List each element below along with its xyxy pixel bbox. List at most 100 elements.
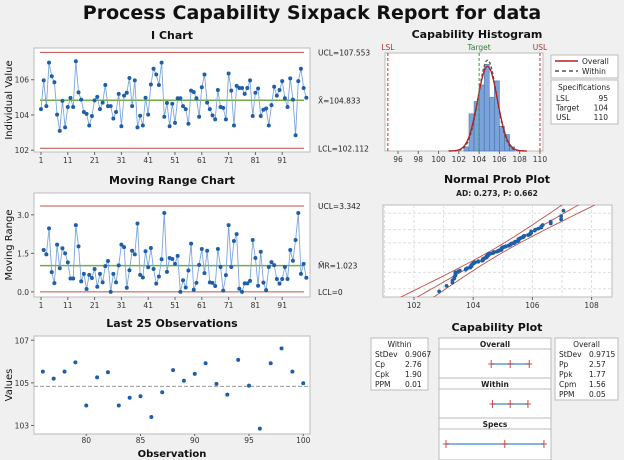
i_chart-point (39, 107, 43, 112)
legend-overall-label: Overall (582, 57, 609, 66)
overall-curve (448, 65, 527, 152)
moving_range-point (285, 277, 290, 282)
moving_range-point (47, 226, 52, 231)
x-tick-label: 104 (466, 301, 481, 310)
last25-plot-area (33, 335, 311, 435)
prob-point (559, 217, 564, 222)
moving_range-point (189, 241, 194, 246)
x-tick-label: 108 (584, 301, 599, 310)
moving_range-point (298, 271, 303, 276)
moving_range-point (304, 275, 309, 280)
last25-point (225, 392, 230, 397)
i_chart-point (183, 107, 188, 112)
i_chart-point (223, 117, 228, 122)
moving_range-point (173, 261, 177, 266)
last25-point (40, 369, 45, 374)
i_chart-point (173, 120, 177, 125)
y-tick-label: 0.0 (17, 288, 29, 297)
i_chart-point (92, 98, 97, 103)
lcl-label: LCL=0 (318, 288, 343, 297)
capability-panel-label: Within (481, 380, 509, 389)
i_chart-point (108, 104, 113, 109)
i_chart-point (164, 100, 169, 105)
moving_range-point (245, 281, 250, 286)
i_chart-point (258, 114, 263, 119)
i_chart-point (71, 105, 76, 110)
ucl-label: UCL=3.342 (318, 202, 361, 211)
moving_range-title: Moving Range Chart (109, 174, 235, 187)
spec-value: 104 (594, 104, 609, 113)
overall-stats-box (554, 337, 619, 401)
moving_range-point (210, 280, 215, 285)
moving_range-point (140, 275, 145, 280)
spec-name: USL (556, 113, 571, 122)
spec-name: Target (555, 104, 579, 113)
moving_range-point (106, 259, 110, 264)
prob-point (503, 244, 508, 249)
capability-panel-plot (438, 348, 552, 379)
i_chart-point (205, 100, 210, 105)
x-tick-label: 106 (525, 301, 540, 310)
i_chart-point (76, 90, 81, 95)
i_chart-point (114, 109, 119, 114)
stat-value: 0.9715 (589, 350, 615, 359)
last25-point (73, 360, 78, 365)
last25-point (84, 403, 89, 408)
i_chart-point (162, 114, 167, 119)
moving_range-point (261, 280, 266, 285)
moving_range-point (92, 267, 97, 272)
report-title: Process Capability Sixpack Report for da… (83, 2, 541, 24)
i_chart-point (119, 124, 124, 129)
moving_range-point (290, 258, 295, 263)
moving_range-point (52, 281, 57, 286)
i_chart-point (63, 125, 68, 130)
i_chart-point (285, 105, 290, 110)
i_chart-point (277, 87, 282, 92)
stat-name: Pp (559, 360, 569, 369)
i_chart-point (132, 78, 137, 83)
histogram-bar (478, 84, 485, 152)
i_chart-point (178, 96, 183, 101)
moving_range-point (237, 286, 242, 291)
prob-point (529, 229, 534, 234)
moving_range-point (87, 272, 92, 277)
i_chart-point (170, 101, 175, 106)
moving_range-point (154, 281, 159, 286)
moving_range-point (223, 273, 228, 278)
moving_range-point (95, 284, 100, 289)
i_chart-point (143, 95, 148, 100)
prob-point (473, 260, 477, 265)
i_chart-point (207, 107, 212, 112)
last25-point (149, 414, 154, 419)
moving_range-point (178, 289, 183, 294)
i_chart-point (197, 114, 202, 119)
x-tick-label: 21 (90, 156, 100, 165)
prob-point (561, 208, 566, 213)
moving_range-point (288, 248, 293, 253)
i_chart-point (293, 133, 298, 138)
last25-point (95, 375, 100, 380)
i_chart-point (95, 94, 100, 99)
moving_range-point (55, 242, 60, 247)
x-tick-label: 51 (170, 156, 180, 165)
last25-point (127, 395, 132, 400)
moving_range-point (269, 260, 274, 265)
moving_range-point (97, 271, 102, 276)
confidence-band (399, 205, 563, 297)
moving_range-point (240, 289, 244, 294)
moving_range-point (135, 221, 140, 226)
spec-value: 110 (594, 113, 609, 122)
x-tick-label: 95 (244, 436, 254, 445)
last25-point (279, 346, 284, 351)
moving_range-point (162, 211, 167, 216)
moving_range-point (63, 251, 68, 256)
moving_range-point (266, 264, 271, 269)
i_chart-point (60, 98, 65, 103)
x-tick-label: 31 (117, 301, 127, 310)
moving_range-point (119, 242, 124, 247)
prob-point (533, 227, 538, 232)
last25-point (160, 390, 165, 395)
prob-point (540, 223, 545, 227)
x-tick-label: 98 (414, 155, 424, 164)
last25-title: Last 25 Observations (106, 317, 238, 330)
